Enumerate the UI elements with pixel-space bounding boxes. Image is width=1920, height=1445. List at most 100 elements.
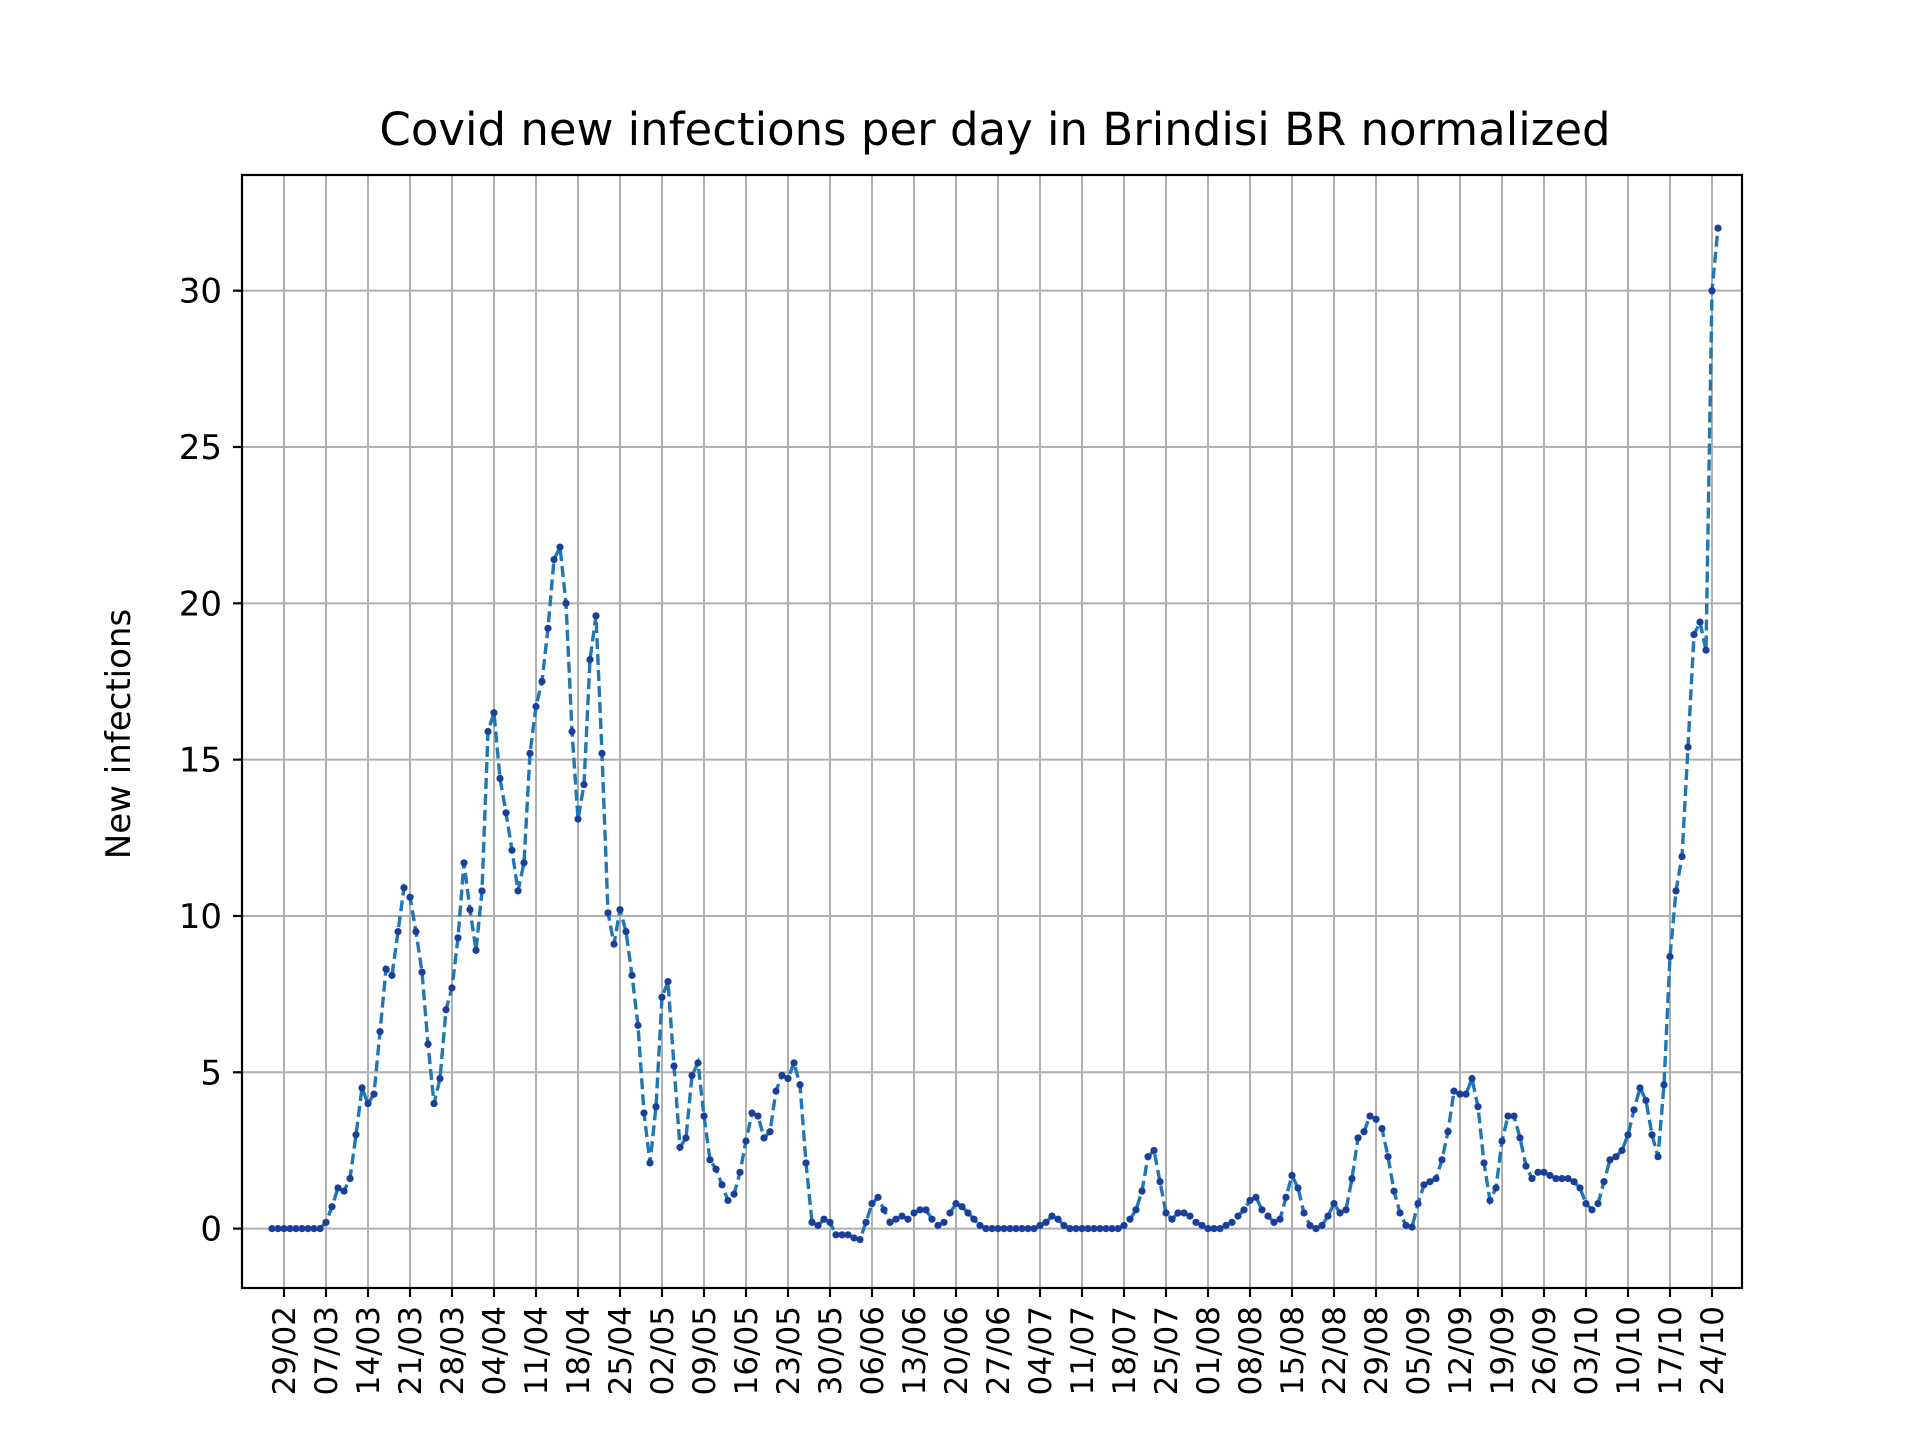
data-point <box>1558 1174 1566 1183</box>
x-tick-label: 30/05 <box>813 1306 849 1395</box>
data-point <box>1174 1209 1182 1217</box>
plot-frame <box>240 173 1744 1290</box>
data-point <box>1678 852 1686 861</box>
data-point <box>1468 1074 1476 1083</box>
data-point <box>1510 1112 1518 1120</box>
data-point <box>1408 1223 1416 1231</box>
data-point <box>628 971 636 979</box>
data-point <box>1114 1225 1122 1233</box>
data-point <box>1006 1225 1014 1233</box>
data-point <box>448 984 456 992</box>
x-tick-label: 18/04 <box>561 1306 597 1395</box>
data-point <box>1576 1184 1584 1192</box>
data-point <box>1606 1156 1614 1164</box>
x-tick-label: 08/08 <box>1233 1306 1269 1395</box>
data-point <box>1432 1174 1440 1183</box>
data-point <box>988 1225 996 1233</box>
data-point <box>328 1203 336 1211</box>
data-point <box>490 709 498 717</box>
data-point <box>892 1215 900 1223</box>
data-point <box>508 846 516 854</box>
y-tick-label: 25 <box>179 428 222 468</box>
data-point <box>322 1218 330 1226</box>
data-point <box>1540 1168 1548 1176</box>
data-point <box>1636 1084 1644 1092</box>
data-point <box>352 1131 360 1139</box>
x-tick-label: 09/05 <box>687 1306 723 1395</box>
data-point <box>388 971 396 979</box>
data-point <box>1234 1212 1242 1220</box>
data-point <box>1654 1153 1662 1161</box>
data-point <box>1630 1106 1638 1114</box>
data-point <box>1522 1162 1530 1170</box>
data-point <box>1330 1199 1338 1208</box>
chart-title: Covid new infections per day in Brindisi… <box>379 103 1610 156</box>
x-tick-label: 21/03 <box>393 1306 429 1395</box>
x-tick-label: 14/03 <box>351 1306 387 1395</box>
data-point <box>292 1225 300 1233</box>
data-point <box>1594 1199 1602 1208</box>
x-tick-label: 16/05 <box>729 1306 765 1395</box>
x-tick-label: 01/08 <box>1191 1306 1227 1395</box>
data-point <box>712 1165 720 1173</box>
data-point <box>538 677 546 686</box>
x-tick-label: 13/06 <box>897 1306 933 1395</box>
data-point <box>736 1168 744 1176</box>
x-tick-label: 25/04 <box>603 1306 639 1395</box>
data-point <box>616 906 624 914</box>
data-point <box>910 1209 918 1217</box>
data-point <box>796 1081 804 1089</box>
data-point <box>1288 1171 1296 1180</box>
data-point <box>430 1099 438 1108</box>
series-line <box>272 227 1720 1242</box>
data-point <box>682 1134 690 1142</box>
series-layer <box>268 224 1722 1244</box>
data-point <box>304 1225 312 1233</box>
data-point <box>298 1225 306 1233</box>
data-point <box>1072 1225 1080 1233</box>
data-point <box>1048 1212 1056 1220</box>
data-point <box>1660 1081 1668 1089</box>
x-tick-label: 25/07 <box>1149 1306 1185 1395</box>
data-point <box>1264 1212 1272 1220</box>
data-point <box>1642 1096 1650 1105</box>
data-point <box>268 1225 276 1233</box>
x-tick-label: 04/04 <box>477 1306 513 1395</box>
data-point <box>658 993 666 1001</box>
data-point <box>820 1215 828 1223</box>
x-tick-label: 15/08 <box>1275 1306 1311 1395</box>
data-point <box>1648 1131 1656 1139</box>
data-point <box>838 1231 846 1239</box>
data-point <box>1312 1225 1320 1233</box>
x-tick-label: 03/10 <box>1569 1306 1605 1395</box>
data-point <box>1156 1178 1164 1186</box>
data-point <box>1402 1221 1410 1230</box>
data-point <box>1216 1225 1224 1233</box>
data-point <box>772 1087 780 1095</box>
axis-ticks <box>233 289 1714 1297</box>
data-point <box>1318 1221 1326 1230</box>
data-point <box>1546 1171 1554 1180</box>
data-point <box>1372 1115 1380 1123</box>
data-point <box>496 774 504 783</box>
data-point <box>1426 1178 1434 1186</box>
data-point <box>730 1190 738 1198</box>
data-point <box>1474 1103 1482 1111</box>
data-point <box>526 749 534 757</box>
data-point <box>346 1174 354 1183</box>
data-point <box>1324 1212 1332 1220</box>
data-point <box>1294 1184 1302 1192</box>
data-point <box>1516 1134 1524 1142</box>
x-tick-label: 23/05 <box>771 1306 807 1395</box>
data-point <box>1258 1206 1266 1214</box>
data-point <box>1168 1215 1176 1223</box>
data-point <box>748 1109 756 1117</box>
data-point <box>1030 1225 1038 1233</box>
data-point <box>1336 1209 1344 1217</box>
data-point <box>562 599 570 607</box>
data-point <box>814 1221 822 1230</box>
data-point <box>742 1137 750 1145</box>
